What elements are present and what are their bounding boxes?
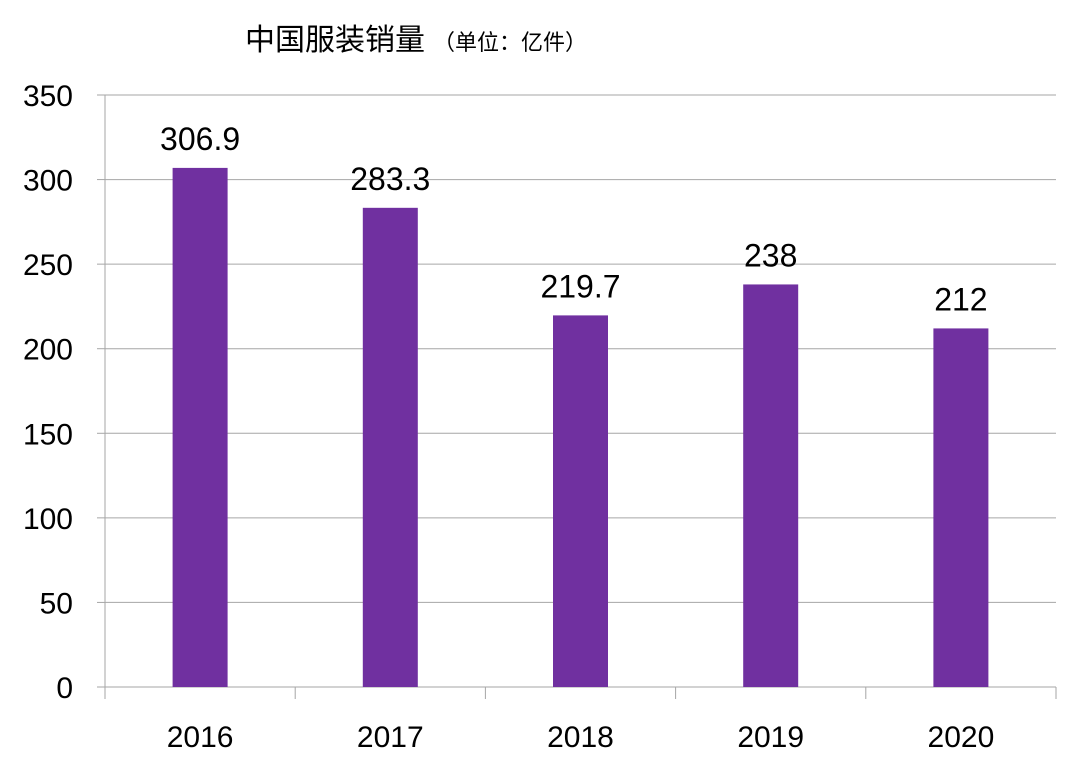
x-tick-label-2018: 2018 [547,721,614,754]
data-labels: 306.9 283.3 219.7 238 212 [160,121,988,318]
y-tick-label-0: 0 [56,672,73,705]
data-label-2019: 238 [744,237,797,273]
y-tick-label-50: 50 [40,587,73,620]
y-tick-label-350: 350 [23,80,73,113]
bar-2020 [933,328,989,687]
bar-2019 [743,284,799,687]
bar-2018 [553,315,608,687]
x-tick-label-2019: 2019 [737,721,804,754]
x-tick-label-2020: 2020 [928,721,995,754]
data-label-2017: 283.3 [350,161,430,197]
y-tick-label-100: 100 [23,503,73,536]
chart-subtitle-text: （单位：亿件） [433,31,587,56]
y-tick-labels: 0 50 100 150 200 250 300 350 [23,80,73,705]
data-label-2020: 212 [934,281,987,317]
y-tick-label-300: 300 [23,165,73,198]
y-tick-label-200: 200 [23,334,73,367]
x-tick-label-2017: 2017 [357,721,424,754]
y-tick-label-250: 250 [23,249,73,282]
data-label-2018: 219.7 [540,268,620,304]
bars [172,167,989,687]
bar-2017 [362,207,418,687]
chart-title: 中国服装销量 （单位：亿件） [245,23,587,58]
chart-title-text: 中国服装销量 [245,23,425,58]
y-tick-label-150: 150 [23,418,73,451]
x-tick-label-2016: 2016 [167,721,234,754]
data-label-2016: 306.9 [160,121,240,157]
bar-2016 [172,167,228,687]
x-tick-labels: 2016 2017 2018 2019 2020 [167,721,995,754]
